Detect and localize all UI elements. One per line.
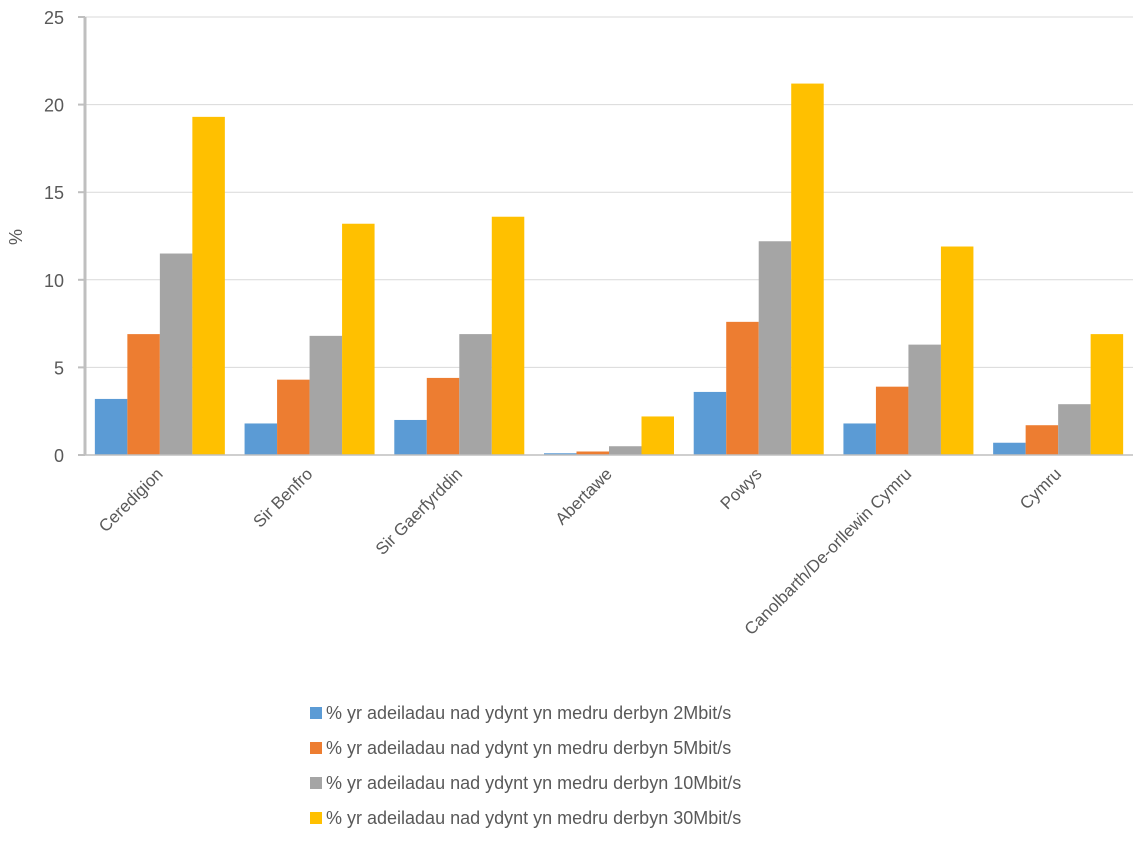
bar [1090, 334, 1124, 455]
bar [576, 451, 609, 455]
x-tick-label: Canolbarth/De-orllewin Cymru [741, 464, 915, 638]
bar [544, 453, 577, 455]
bar [993, 442, 1026, 455]
x-tick-label: Abertawe [552, 464, 616, 528]
legend-item-2mbit: % yr adeiladau nad ydynt yn medru derbyn… [310, 702, 741, 723]
y-tick-label: 0 [54, 446, 64, 466]
legend-item-10mbit: % yr adeiladau nad ydynt yn medru derbyn… [310, 772, 742, 793]
bar [1025, 425, 1059, 455]
bar [693, 391, 727, 455]
bar [192, 116, 225, 455]
bar [726, 321, 759, 455]
bar [127, 334, 160, 455]
bar [1058, 404, 1091, 455]
y-tick-label: 10 [44, 271, 64, 291]
bar [491, 216, 525, 455]
bar [791, 83, 824, 456]
x-tick-label: Ceredigion [95, 464, 167, 536]
bar [277, 379, 310, 455]
legend-label: % yr adeiladau nad ydynt yn medru derbyn… [326, 807, 742, 828]
bars [94, 83, 1124, 456]
y-tick-label: 15 [44, 183, 64, 203]
bar [426, 377, 460, 455]
bar-chart: 0 5 10 15 20 25 Ceredigion Sir Benfro Sir Gaerfy… [6, 8, 1133, 639]
bar [908, 344, 941, 455]
legend-swatch [310, 812, 322, 824]
bar [609, 446, 642, 455]
x-tick-label: Sir Benfro [250, 464, 317, 531]
x-tick-label: Powys [717, 464, 766, 513]
bar [641, 416, 674, 455]
legend-item-5mbit: % yr adeiladau nad ydynt yn medru derbyn… [310, 737, 741, 758]
bar [459, 334, 492, 455]
legend-item-30mbit: % yr adeiladau nad ydynt yn medru derbyn… [310, 807, 742, 828]
legend-label: % yr adeiladau nad ydynt yn medru derbyn… [326, 702, 732, 723]
bar [394, 419, 427, 455]
bar [875, 386, 909, 455]
bar [758, 241, 792, 455]
legend-swatch [310, 742, 322, 754]
y-tick-label: 20 [44, 96, 64, 116]
bar [309, 335, 343, 455]
gridlines [85, 16, 1133, 368]
x-tick-label: Cymru [1016, 464, 1065, 513]
legend: % yr adeiladau nad ydynt yn medru derbyn… [310, 702, 742, 844]
bar [244, 423, 278, 455]
bar [159, 253, 193, 455]
y-axis-label: % [6, 229, 26, 245]
legend-swatch [310, 707, 322, 719]
legend-label: % yr adeiladau nad ydynt yn medru derbyn… [326, 737, 732, 758]
legend-label: % yr adeiladau nad ydynt yn medru derbyn… [326, 772, 742, 793]
y-tick-label: 5 [54, 358, 64, 378]
legend-swatch [310, 777, 322, 789]
bar [342, 223, 375, 455]
bar [843, 423, 876, 455]
bar [940, 246, 974, 455]
x-tick-label: Sir Gaerfyrddin [372, 464, 466, 558]
bar [94, 398, 128, 455]
y-tick-label: 25 [44, 8, 64, 28]
